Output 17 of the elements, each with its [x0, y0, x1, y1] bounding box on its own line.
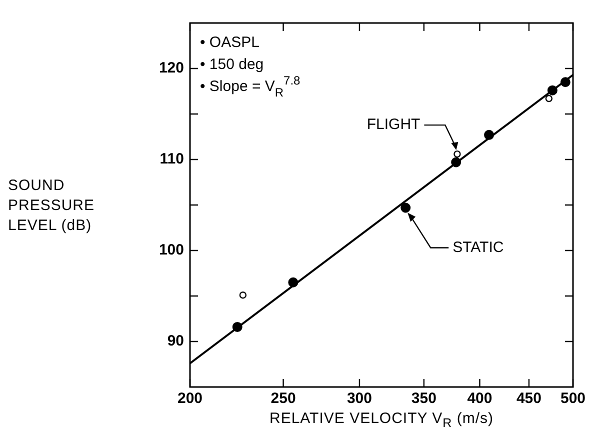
annotation: • 150 deg: [200, 56, 264, 74]
x-axis-title: RELATIVE VELOCITY V$_{R}$ (m/s): [268, 410, 495, 430]
x-tick-label: 350: [411, 390, 436, 408]
x-tick-label: 400: [467, 390, 492, 408]
x-tick-label: 450: [516, 390, 542, 408]
y-tick-label: 120: [158, 60, 184, 77]
x-tick-label: 250: [270, 390, 296, 408]
x-tick-label: 500: [560, 390, 586, 408]
x-tick-label: 200: [177, 390, 203, 408]
y-tick-label: 90: [167, 332, 184, 350]
annotation: FLIGHT: [366, 116, 420, 134]
annotation: • OASPL: [200, 34, 260, 52]
x-tick-label: 300: [346, 390, 372, 408]
y-tick-label: 110: [160, 150, 184, 168]
y-axis-title: SOUND PRESSURE LEVEL (dB): [8, 176, 96, 236]
y-tick-label: 100: [158, 242, 184, 259]
annotation: STATIC: [452, 238, 504, 256]
